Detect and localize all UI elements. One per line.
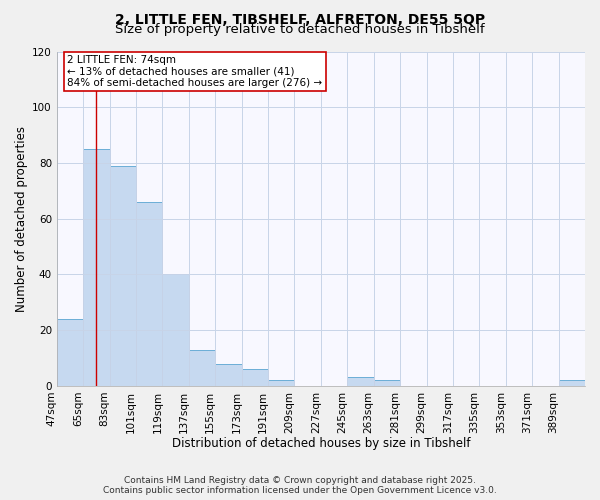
Bar <box>242 369 268 386</box>
Bar <box>374 380 400 386</box>
Bar <box>110 166 136 386</box>
Bar <box>136 202 163 386</box>
Y-axis label: Number of detached properties: Number of detached properties <box>15 126 28 312</box>
Text: Size of property relative to detached houses in Tibshelf: Size of property relative to detached ho… <box>115 22 485 36</box>
Bar <box>215 364 242 386</box>
Bar <box>163 274 189 386</box>
Bar <box>268 380 295 386</box>
Text: Contains HM Land Registry data © Crown copyright and database right 2025.
Contai: Contains HM Land Registry data © Crown c… <box>103 476 497 495</box>
Bar <box>189 350 215 386</box>
Bar <box>83 149 110 386</box>
Text: 2, LITTLE FEN, TIBSHELF, ALFRETON, DE55 5QP: 2, LITTLE FEN, TIBSHELF, ALFRETON, DE55 … <box>115 12 485 26</box>
X-axis label: Distribution of detached houses by size in Tibshelf: Distribution of detached houses by size … <box>172 437 470 450</box>
Text: 2 LITTLE FEN: 74sqm
← 13% of detached houses are smaller (41)
84% of semi-detach: 2 LITTLE FEN: 74sqm ← 13% of detached ho… <box>67 55 322 88</box>
Bar <box>347 378 374 386</box>
Bar <box>57 319 83 386</box>
Bar <box>559 380 585 386</box>
